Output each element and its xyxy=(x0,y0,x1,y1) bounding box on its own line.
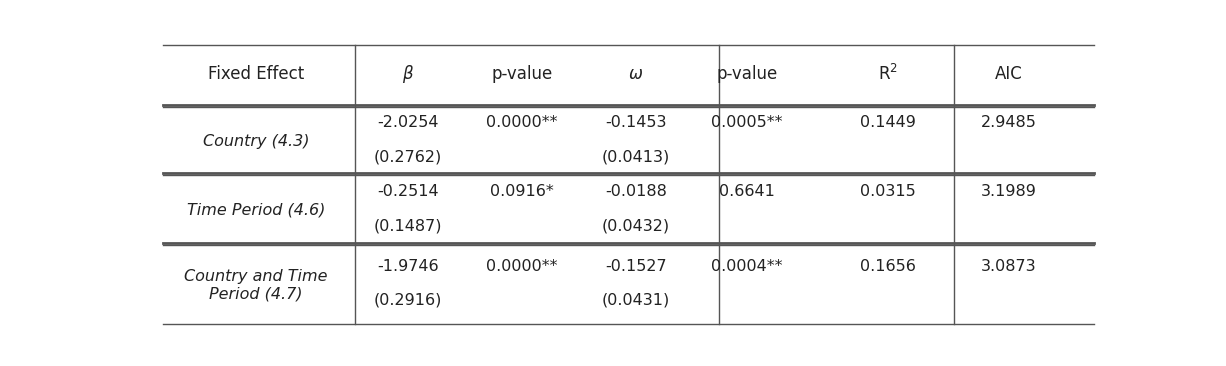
Text: 0.1656: 0.1656 xyxy=(859,259,916,274)
Text: (0.2762): (0.2762) xyxy=(374,149,443,164)
Text: 0.0916*: 0.0916* xyxy=(490,184,554,199)
Text: 0.0004**: 0.0004** xyxy=(711,259,783,274)
Text: R$^2$: R$^2$ xyxy=(878,63,897,83)
Text: 0.1449: 0.1449 xyxy=(859,115,916,130)
Text: -0.1527: -0.1527 xyxy=(606,259,667,274)
Text: 3.1989: 3.1989 xyxy=(981,184,1036,199)
Text: AIC: AIC xyxy=(994,64,1022,82)
Text: -2.0254: -2.0254 xyxy=(378,115,439,130)
Text: $\omega$: $\omega$ xyxy=(629,64,644,82)
Text: 3.0873: 3.0873 xyxy=(981,259,1036,274)
Text: (0.0432): (0.0432) xyxy=(602,218,669,233)
Text: -0.2514: -0.2514 xyxy=(378,184,439,199)
Text: -0.0188: -0.0188 xyxy=(604,184,667,199)
Text: 0.0000**: 0.0000** xyxy=(487,259,558,274)
Text: Fixed Effect: Fixed Effect xyxy=(207,64,304,82)
Text: -1.9746: -1.9746 xyxy=(378,259,439,274)
Text: (0.0413): (0.0413) xyxy=(602,149,671,164)
Text: (0.0431): (0.0431) xyxy=(602,293,671,308)
Text: (0.2916): (0.2916) xyxy=(374,293,443,308)
Text: Country (4.3): Country (4.3) xyxy=(202,134,309,149)
Text: 0.6641: 0.6641 xyxy=(720,184,775,199)
Text: $\beta$: $\beta$ xyxy=(402,63,414,85)
Text: p-value: p-value xyxy=(716,64,777,82)
Text: 0.0000**: 0.0000** xyxy=(487,115,558,130)
Text: 2.9485: 2.9485 xyxy=(981,115,1036,130)
Text: p-value: p-value xyxy=(492,64,553,82)
Text: 0.0005**: 0.0005** xyxy=(711,115,783,130)
Text: Country and Time
Period (4.7): Country and Time Period (4.7) xyxy=(184,269,327,301)
Text: 0.0315: 0.0315 xyxy=(859,184,916,199)
Text: Time Period (4.6): Time Period (4.6) xyxy=(186,203,325,218)
Text: -0.1453: -0.1453 xyxy=(606,115,667,130)
Text: (0.1487): (0.1487) xyxy=(374,218,443,233)
